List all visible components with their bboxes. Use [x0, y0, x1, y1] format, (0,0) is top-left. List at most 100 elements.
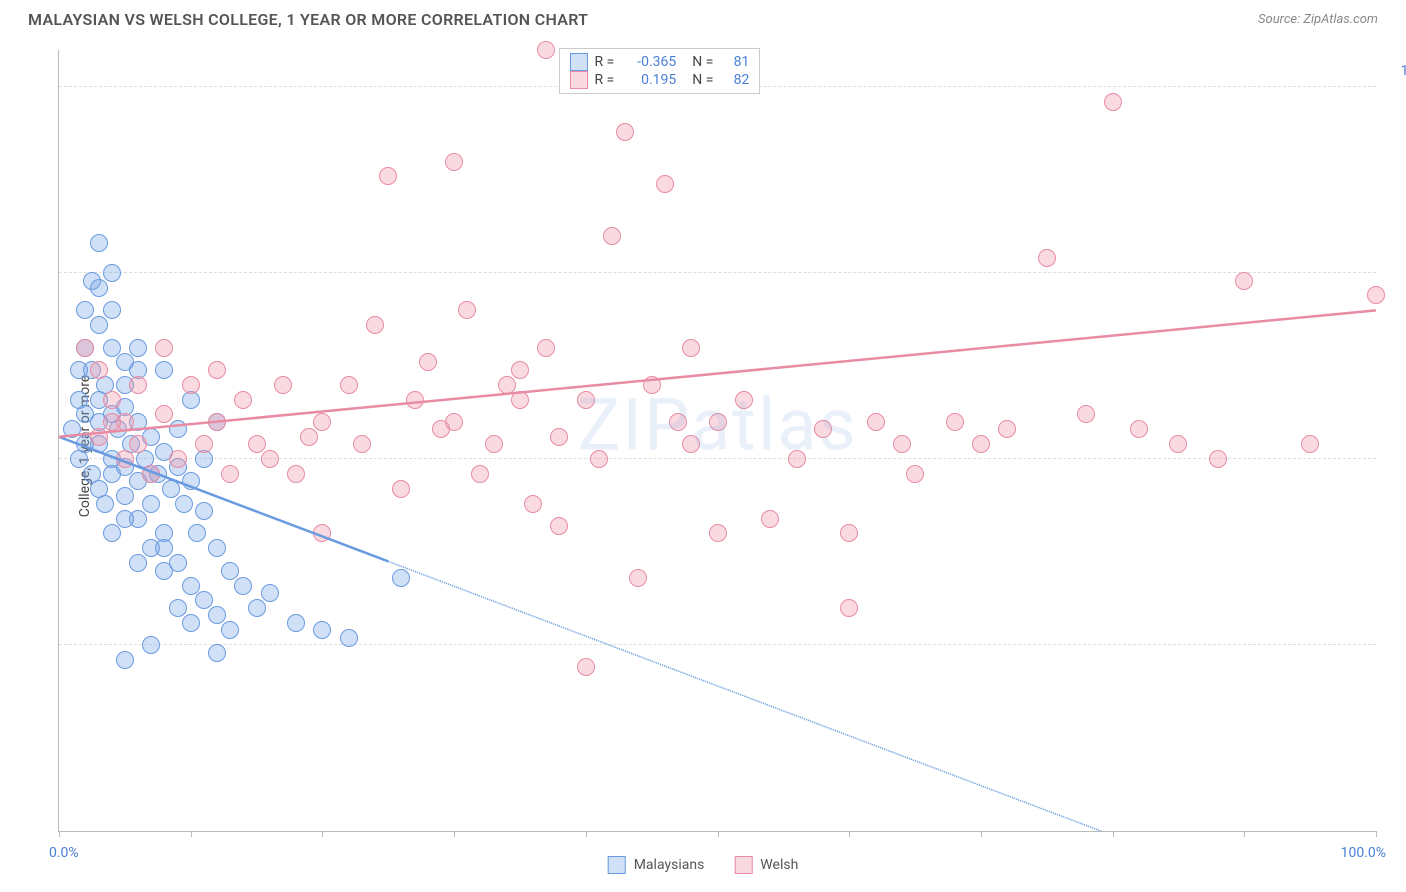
data-point: [300, 428, 318, 446]
data-point: [379, 167, 397, 185]
data-point: [498, 376, 516, 394]
x-tick: [454, 831, 455, 837]
data-point: [142, 465, 160, 483]
data-point: [1130, 420, 1148, 438]
data-point: [287, 465, 305, 483]
data-point: [169, 554, 187, 572]
data-point: [70, 450, 88, 468]
data-point: [70, 361, 88, 379]
data-point: [208, 413, 226, 431]
data-point: [234, 577, 252, 595]
x-tick: [981, 831, 982, 837]
data-point: [353, 435, 371, 453]
data-point: [550, 517, 568, 535]
y-tick-label: 25.0%: [1386, 621, 1406, 637]
data-point: [116, 651, 134, 669]
chart-area: ZIPatlas R =-0.365N =81R =0.195N =82 0.0…: [48, 50, 1376, 832]
data-point: [234, 391, 252, 409]
data-point: [195, 502, 213, 520]
x-axis-start-label: 0.0%: [49, 845, 79, 861]
data-point: [155, 339, 173, 357]
data-point: [188, 524, 206, 542]
y-tick-label: 50.0%: [1386, 435, 1406, 451]
data-point: [103, 413, 121, 431]
legend-item: Welsh: [734, 856, 798, 874]
gridline: [59, 458, 1376, 459]
data-point: [1209, 450, 1227, 468]
data-point: [274, 376, 292, 394]
series-legend: Malaysians Welsh: [608, 856, 799, 874]
data-point: [208, 361, 226, 379]
data-point: [195, 435, 213, 453]
data-point: [656, 175, 674, 193]
data-point: [906, 465, 924, 483]
data-point: [1235, 272, 1253, 290]
r-label: R =: [594, 54, 614, 70]
x-tick: [59, 831, 60, 837]
legend-label: Welsh: [760, 857, 798, 873]
data-point: [392, 569, 410, 587]
data-point: [458, 301, 476, 319]
data-point: [972, 435, 990, 453]
data-point: [169, 450, 187, 468]
x-tick: [1244, 831, 1245, 837]
data-point: [1038, 249, 1056, 267]
y-tick-label: 100.0%: [1386, 63, 1406, 79]
data-point: [142, 636, 160, 654]
data-point: [129, 435, 147, 453]
data-point: [537, 41, 555, 59]
data-point: [63, 420, 81, 438]
data-point: [511, 391, 529, 409]
data-point: [840, 524, 858, 542]
data-point: [221, 621, 239, 639]
data-point: [340, 629, 358, 647]
data-point: [129, 376, 147, 394]
data-point: [103, 524, 121, 542]
data-point: [946, 413, 964, 431]
data-point: [577, 658, 595, 676]
data-point: [116, 450, 134, 468]
data-point: [76, 301, 94, 319]
data-point: [116, 487, 134, 505]
data-point: [90, 428, 108, 446]
data-point: [261, 450, 279, 468]
n-value: 82: [719, 72, 749, 88]
r-value: 0.195: [620, 72, 676, 88]
data-point: [162, 480, 180, 498]
legend-item: Malaysians: [608, 856, 705, 874]
data-point: [313, 621, 331, 639]
data-point: [129, 554, 147, 572]
data-point: [577, 391, 595, 409]
n-label: N =: [692, 72, 713, 88]
legend-label: Malaysians: [634, 857, 705, 873]
gridline: [59, 644, 1376, 645]
data-point: [182, 472, 200, 490]
data-point: [524, 495, 542, 513]
data-point: [788, 450, 806, 468]
data-point: [340, 376, 358, 394]
series-swatch: [734, 856, 752, 874]
data-point: [485, 435, 503, 453]
stats-row: R =0.195N =82: [570, 71, 749, 89]
data-point: [1301, 435, 1319, 453]
data-point: [208, 644, 226, 662]
data-point: [76, 405, 94, 423]
data-point: [709, 524, 727, 542]
data-point: [182, 577, 200, 595]
data-point: [96, 495, 114, 513]
data-point: [221, 562, 239, 580]
data-point: [208, 606, 226, 624]
data-point: [83, 272, 101, 290]
data-point: [221, 465, 239, 483]
data-point: [445, 153, 463, 171]
data-point: [550, 428, 568, 446]
data-point: [406, 391, 424, 409]
data-point: [761, 510, 779, 528]
data-point: [182, 376, 200, 394]
data-point: [590, 450, 608, 468]
data-point: [471, 465, 489, 483]
data-point: [537, 339, 555, 357]
data-point: [261, 584, 279, 602]
data-point: [116, 510, 134, 528]
chart-title: MALAYSIAN VS WELSH COLLEGE, 1 YEAR OR MO…: [28, 10, 588, 29]
